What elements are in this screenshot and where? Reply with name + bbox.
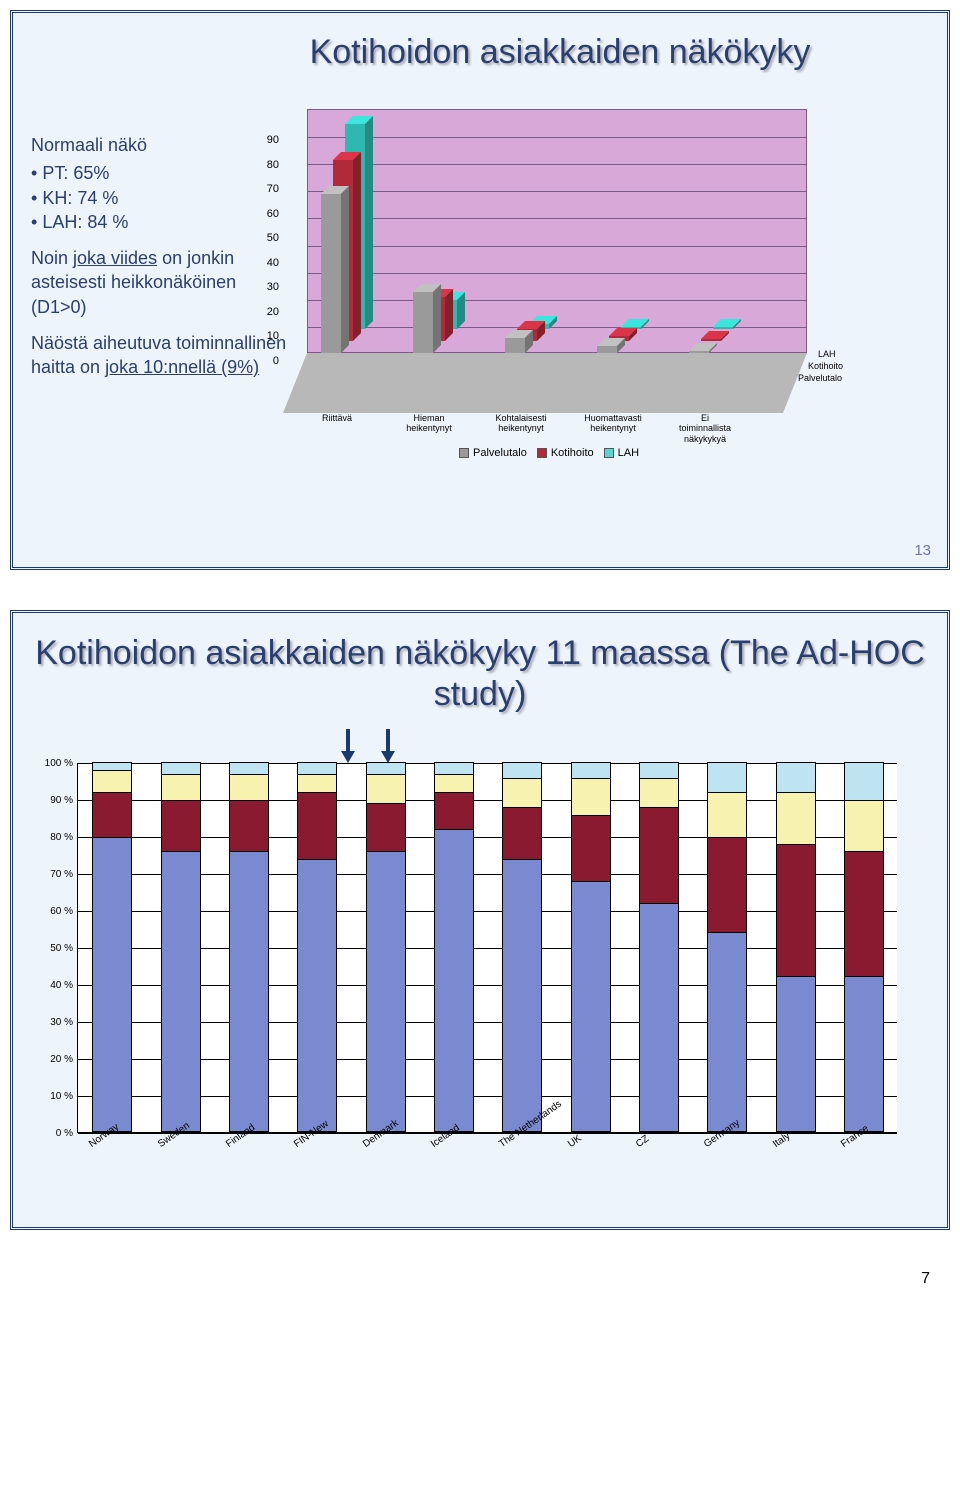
y-label: 10 % <box>33 1091 73 1102</box>
y-label: 40 % <box>33 980 73 991</box>
stacked-bar <box>229 762 269 1132</box>
y-label: 70 % <box>33 869 73 880</box>
bullet-lah: LAH: 84 % <box>31 210 291 234</box>
stacked-bar <box>639 762 679 1132</box>
stacked-bar <box>707 762 747 1132</box>
stacked-chart: 0 %10 %20 %30 %40 %50 %60 %70 %80 %90 %1… <box>33 763 913 1203</box>
side-bullets: PT: 65% KH: 74 % LAH: 84 % <box>31 161 291 234</box>
y-label: 50 % <box>33 943 73 954</box>
legend-item: LAH <box>618 447 639 459</box>
x-category: Eitoiminnallistanäkykykyä <box>665 413 745 444</box>
y-label: 0 % <box>33 1128 73 1139</box>
x-label: UK <box>566 1133 584 1150</box>
chart-backwall <box>307 109 807 353</box>
side-para-2: Noin joka viides on jonkin asteisesti he… <box>31 246 291 319</box>
stacked-bar <box>502 762 542 1132</box>
y-label: 90 % <box>33 795 73 806</box>
side-heading: Normaali näkö <box>31 133 291 157</box>
legend-item: Palvelutalo <box>473 447 527 459</box>
chart-3d: 9080706050403020100 Riittävä Hiemanheiken… <box>253 123 903 483</box>
stacked-plot <box>77 763 897 1133</box>
arrow-icon <box>381 729 395 763</box>
z-label: Kotihoito <box>808 361 843 371</box>
bullet-pt: PT: 65% <box>31 161 291 185</box>
stacked-bar <box>161 762 201 1132</box>
stacked-bar <box>92 762 132 1132</box>
slide1-title: Kotihoidon asiakkaiden näkökyky <box>191 33 929 72</box>
stacked-bar <box>434 762 474 1132</box>
x-category: Riittävä <box>297 413 377 423</box>
x-category: Huomattavastiheikentynyt <box>573 413 653 434</box>
y-label: 30 % <box>33 1017 73 1028</box>
x-category: Hiemanheikentynyt <box>389 413 469 434</box>
z-label: LAH <box>818 349 836 359</box>
slide2-title: Kotihoidon asiakkaiden näkökyky 11 maass… <box>31 633 929 715</box>
bullet-kh: KH: 74 % <box>31 186 291 210</box>
x-label: CZ <box>634 1133 651 1150</box>
stacked-bar <box>571 762 611 1132</box>
y-label: 80 % <box>33 832 73 843</box>
stacked-bar <box>844 762 884 1132</box>
arrow-icon <box>341 729 355 763</box>
legend-item: Kotihoito <box>551 447 594 459</box>
y-label: 100 % <box>33 758 73 769</box>
slide1-side-text: Normaali näkö PT: 65% KH: 74 % LAH: 84 %… <box>31 133 291 392</box>
slide-2: Kotihoidon asiakkaiden näkökyky 11 maass… <box>10 610 950 1230</box>
stacked-bar <box>776 762 816 1132</box>
stacked-bar <box>366 762 406 1132</box>
side-para-3: Näöstä aiheutuva toiminnallinen haitta o… <box>31 331 291 380</box>
y-label: 20 % <box>33 1054 73 1065</box>
arrows <box>341 729 929 768</box>
z-label: Palvelutalo <box>798 373 842 383</box>
slide-number: 13 <box>914 542 931 559</box>
x-category: Kohtalaisestiheikentynyt <box>481 413 561 434</box>
y-axis-labels: 9080706050403020100 <box>253 135 279 380</box>
chart-legend: Palvelutalo Kotihoito LAH <box>443 445 645 461</box>
page-number: 7 <box>10 1270 950 1288</box>
plot-3d <box>283 133 783 393</box>
y-label: 60 % <box>33 906 73 917</box>
chart-floor <box>283 353 843 413</box>
stacked-bar <box>297 762 337 1132</box>
slide-1: Kotihoidon asiakkaiden näkökyky Normaali… <box>10 10 950 570</box>
